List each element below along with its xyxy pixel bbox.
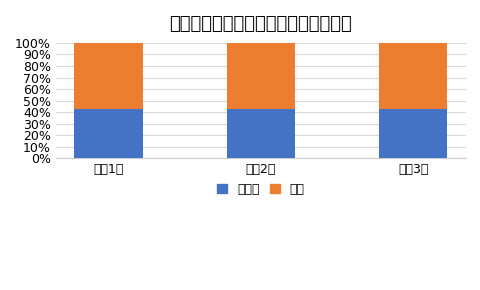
Bar [74,43,143,109]
Bar [378,43,446,109]
Bar [226,43,295,109]
Bar [226,109,295,158]
Bar [378,109,446,158]
Legend: いいえ, はい: いいえ, はい [212,178,309,201]
Title: 【高校生】習い事に通っていますか？: 【高校生】習い事に通っていますか？ [169,15,351,33]
Bar [74,109,143,158]
